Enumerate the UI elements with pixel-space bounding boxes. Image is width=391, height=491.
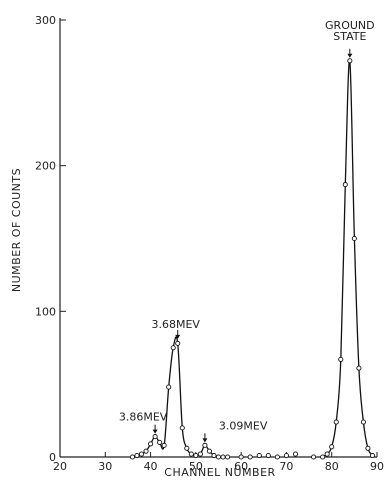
x-tick-label-60: 60 [234, 460, 248, 473]
annotation-3: 3.09MEV [202, 419, 268, 443]
data-point-86 [356, 365, 362, 371]
data-point-37 [134, 452, 140, 459]
data-point-40 [148, 441, 154, 447]
data-point-39 [143, 448, 149, 454]
data-point-49 [188, 451, 194, 457]
data-point-81 [333, 419, 339, 425]
annotation-label-3: 3.09MEV [219, 419, 268, 432]
data-point-72 [292, 451, 299, 457]
data-point-43 [161, 442, 167, 448]
data-point-53 [206, 448, 212, 454]
series-line-0 [132, 336, 228, 458]
data-point-56 [220, 454, 226, 460]
x-tick-label-20: 20 [53, 460, 67, 473]
points-layer [129, 58, 376, 460]
data-point-82 [338, 356, 344, 362]
data-point-68 [274, 454, 280, 460]
annotation-arrowhead-2 [152, 429, 158, 434]
annotation-label-1: 3.68MEV [152, 318, 201, 331]
y-tick-label-300: 300 [35, 14, 56, 27]
data-point-60 [238, 454, 244, 460]
annotation-arrowhead-3 [202, 438, 208, 443]
annotation-arrowhead-1 [175, 334, 181, 339]
x-tick-label-70: 70 [279, 460, 293, 473]
curve-layer [132, 59, 374, 458]
data-point-48 [184, 445, 190, 451]
data-point-62 [247, 454, 253, 460]
data-point-50 [193, 452, 199, 459]
y-axis-title: NUMBER OF COUNTS [10, 168, 23, 292]
x-axis-title: CHANNEL NUMBER [164, 466, 275, 479]
y-tick-label-0: 0 [49, 451, 56, 464]
data-point-57 [225, 454, 231, 460]
annotation-1: 3.68MEV [152, 318, 201, 339]
annotation-2: 3.86MEV [119, 411, 168, 434]
data-point-54 [211, 452, 217, 459]
y-tick-label-200: 200 [35, 160, 56, 173]
annotation-label-0: GROUND STATE [325, 19, 375, 43]
data-point-88 [365, 445, 371, 451]
data-point-41 [152, 434, 158, 440]
data-point-55 [215, 454, 222, 460]
data-point-38 [138, 451, 145, 457]
series-line-1 [322, 59, 374, 458]
data-point-64 [256, 452, 262, 459]
annot-layer: GROUND STATE 3.68MEV 3.86MEV 3.09MEV [119, 19, 375, 443]
data-point-66 [265, 452, 271, 459]
annotation-arrowhead-0 [347, 53, 353, 58]
data-point-79 [324, 451, 330, 457]
data-point-87 [360, 419, 366, 425]
data-point-44 [166, 384, 172, 390]
data-point-52 [202, 442, 208, 448]
y-tick-label-100: 100 [35, 305, 56, 318]
annotation-0: GROUND STATE [325, 19, 375, 58]
data-point-36 [129, 454, 136, 460]
data-point-84 [347, 58, 353, 64]
data-point-80 [329, 444, 335, 450]
data-point-46 [175, 340, 181, 346]
data-point-85 [351, 235, 357, 242]
x-tick-label-30: 30 [98, 460, 112, 473]
annotation-label-2: 3.86MEV [119, 411, 168, 424]
x-tick-label-40: 40 [144, 460, 158, 473]
x-tick-label-50: 50 [189, 460, 203, 473]
x-tick-label-80: 80 [325, 460, 339, 473]
data-point-42 [157, 439, 163, 445]
data-point-70 [283, 452, 289, 459]
data-point-47 [179, 425, 185, 431]
data-point-89 [369, 452, 376, 459]
data-point-76 [311, 454, 317, 460]
axes: 20 30 40 50 60 70 80 90 0 100 200 300 [35, 14, 384, 473]
x-tick-label-90: 90 [370, 460, 384, 473]
data-point-51 [197, 451, 203, 457]
data-point-45 [170, 345, 176, 351]
data-point-78 [320, 454, 326, 460]
data-point-83 [342, 182, 348, 188]
